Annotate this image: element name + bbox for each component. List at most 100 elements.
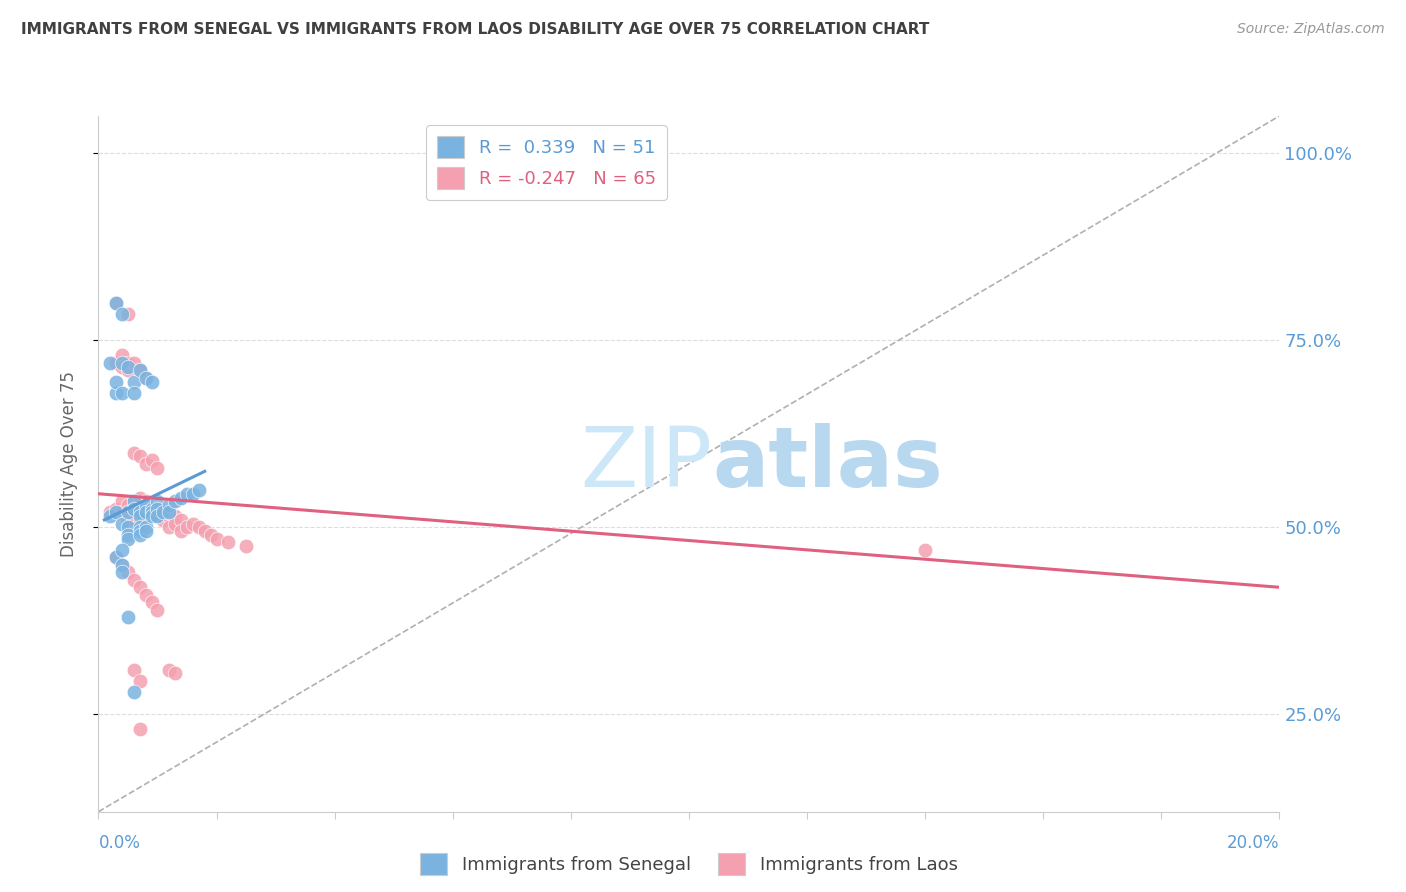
Text: 0.0%: 0.0% — [98, 834, 141, 852]
Point — [176, 520, 198, 534]
Point — [122, 513, 145, 527]
Point — [217, 535, 239, 549]
Point — [135, 371, 157, 385]
Point — [128, 506, 150, 520]
Point — [111, 494, 134, 508]
Point — [152, 506, 174, 520]
Point — [117, 506, 139, 520]
Point — [141, 501, 163, 516]
Point — [128, 520, 150, 534]
Point — [181, 516, 204, 531]
Point — [128, 528, 150, 542]
Point — [105, 550, 128, 565]
Text: Source: ZipAtlas.com: Source: ZipAtlas.com — [1237, 22, 1385, 37]
Point — [187, 483, 209, 497]
Point — [914, 542, 936, 557]
Point — [135, 506, 157, 520]
Point — [117, 532, 139, 546]
Point — [98, 356, 121, 370]
Point — [128, 363, 150, 377]
Point — [111, 307, 134, 321]
Point — [117, 498, 139, 512]
Point — [170, 524, 193, 538]
Point — [146, 603, 169, 617]
Point — [122, 663, 145, 677]
Legend: Immigrants from Senegal, Immigrants from Laos: Immigrants from Senegal, Immigrants from… — [413, 847, 965, 883]
Point — [128, 513, 150, 527]
Point — [135, 494, 157, 508]
Point — [111, 516, 134, 531]
Point — [111, 506, 134, 520]
Point — [205, 532, 228, 546]
Point — [122, 494, 145, 508]
Point — [135, 588, 157, 602]
Point — [176, 487, 198, 501]
Point — [141, 453, 163, 467]
Point — [122, 501, 145, 516]
Point — [122, 356, 145, 370]
Point — [146, 501, 169, 516]
Point — [141, 509, 163, 524]
Point — [111, 359, 134, 374]
Point — [146, 509, 169, 524]
Point — [117, 356, 139, 370]
Point — [111, 558, 134, 572]
Text: atlas: atlas — [713, 424, 943, 504]
Point — [128, 506, 150, 520]
Point — [165, 666, 187, 681]
Point — [135, 524, 157, 538]
Point — [98, 506, 121, 520]
Point — [105, 506, 128, 520]
Point — [117, 520, 139, 534]
Point — [235, 539, 257, 553]
Point — [117, 566, 139, 580]
Point — [98, 509, 121, 524]
Point — [122, 501, 145, 516]
Text: ZIP: ZIP — [581, 424, 713, 504]
Text: IMMIGRANTS FROM SENEGAL VS IMMIGRANTS FROM LAOS DISABILITY AGE OVER 75 CORRELATI: IMMIGRANTS FROM SENEGAL VS IMMIGRANTS FR… — [21, 22, 929, 37]
Point — [128, 673, 150, 688]
Point — [128, 491, 150, 505]
Point — [111, 348, 134, 362]
Point — [117, 359, 139, 374]
Point — [128, 723, 150, 737]
Point — [122, 494, 145, 508]
Point — [105, 296, 128, 310]
Point — [122, 445, 145, 459]
Point — [146, 460, 169, 475]
Point — [105, 501, 128, 516]
Point — [165, 494, 187, 508]
Point — [105, 356, 128, 370]
Point — [141, 595, 163, 609]
Point — [152, 513, 174, 527]
Point — [122, 685, 145, 699]
Point — [128, 524, 150, 538]
Point — [111, 356, 134, 370]
Point — [117, 307, 139, 321]
Point — [146, 494, 169, 508]
Point — [146, 501, 169, 516]
Point — [194, 524, 217, 538]
Point — [111, 385, 134, 400]
Point — [141, 375, 163, 389]
Point — [122, 573, 145, 587]
Point — [135, 371, 157, 385]
Point — [111, 566, 134, 580]
Point — [157, 663, 180, 677]
Point — [122, 375, 145, 389]
Point — [152, 506, 174, 520]
Point — [122, 385, 145, 400]
Point — [117, 610, 139, 624]
Point — [105, 385, 128, 400]
Point — [135, 457, 157, 471]
Point — [165, 509, 187, 524]
Point — [135, 509, 157, 524]
Point — [105, 375, 128, 389]
Point — [157, 498, 180, 512]
Point — [170, 513, 193, 527]
Point — [135, 498, 157, 512]
Point — [128, 580, 150, 594]
Point — [117, 506, 139, 520]
Point — [141, 506, 163, 520]
Point — [117, 513, 139, 527]
